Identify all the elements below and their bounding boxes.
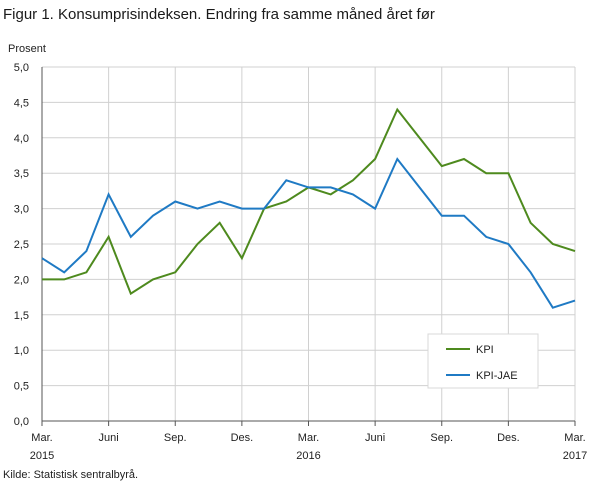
legend-label-kpi-jae: KPI-JAE <box>476 370 518 382</box>
data-point-kpi-jae <box>41 257 44 260</box>
data-point-kpi-jae <box>329 186 332 189</box>
source-note: Kilde: Statistisk sentralbyrå. <box>3 469 139 481</box>
chart-title: Figur 1. Konsumprisindeksen. Endring fra… <box>3 6 435 23</box>
data-point-kpi-jae <box>263 207 266 210</box>
y-tick-label: 3,5 <box>14 168 29 180</box>
y-tick-label: 0,5 <box>14 381 29 393</box>
data-point-kpi <box>152 278 155 281</box>
data-point-kpi-jae <box>529 271 532 274</box>
data-point-kpi-jae <box>307 186 310 189</box>
data-point-kpi-jae <box>85 250 88 253</box>
data-point-kpi-jae <box>440 214 443 217</box>
data-point-kpi <box>374 158 377 161</box>
data-point-kpi <box>440 165 443 168</box>
x-tick-label: Des. <box>497 432 520 444</box>
x-tick-label: Mar. <box>31 432 52 444</box>
y-tick-label: 3,0 <box>14 204 29 216</box>
y-tick-label: 4,0 <box>14 133 29 145</box>
series-line-kpi-jae <box>41 157 576 309</box>
data-point-kpi-jae <box>374 207 377 210</box>
data-point-kpi <box>396 108 399 111</box>
data-point-kpi <box>85 271 88 274</box>
data-point-kpi-jae <box>240 207 243 210</box>
y-tick-label: 0,0 <box>14 416 29 428</box>
x-tick-label: Juni <box>99 432 119 444</box>
y-tick-label: 1,0 <box>14 345 29 357</box>
axis-layer: Prosent 0,0 0,5 1,0 1,5 2,0 2,5 3,0 3,5 4,0 4,5 5,0… <box>8 43 587 462</box>
x-tick-year-label: 2016 <box>296 450 320 462</box>
data-point-kpi <box>462 158 465 161</box>
data-point-kpi <box>63 278 66 281</box>
y-tick-label: 1,5 <box>14 310 29 322</box>
data-point-kpi-jae <box>63 271 66 274</box>
data-point-kpi <box>351 179 354 182</box>
data-point-kpi-jae <box>351 193 354 196</box>
legend: KPI KPI-JAE <box>427 333 539 389</box>
data-point-kpi <box>329 193 332 196</box>
data-point-kpi <box>551 243 554 246</box>
x-tick-year-label: 2015 <box>30 450 54 462</box>
data-point-kpi <box>285 200 288 203</box>
data-point-kpi-jae <box>174 200 177 203</box>
data-point-kpi-jae <box>507 243 510 246</box>
x-tick-label: Des. <box>231 432 254 444</box>
data-point-kpi-jae <box>485 235 488 238</box>
data-point-kpi <box>107 235 110 238</box>
data-point-kpi <box>507 172 510 175</box>
x-tick-label: Mar. <box>564 432 585 444</box>
x-tick-label: Sep. <box>430 432 453 444</box>
data-point-kpi <box>240 257 243 260</box>
legend-label-kpi: KPI <box>476 344 494 356</box>
y-tick-label: 4,5 <box>14 97 29 109</box>
y-axis-label: Prosent <box>8 43 46 55</box>
legend-box <box>427 333 539 389</box>
data-point-kpi <box>529 221 532 224</box>
data-point-kpi <box>574 250 577 253</box>
data-point-kpi-jae <box>129 235 132 238</box>
data-point-kpi <box>418 136 421 139</box>
data-point-kpi <box>129 292 132 295</box>
y-tick-label: 2,0 <box>14 274 29 286</box>
data-point-kpi <box>218 221 221 224</box>
data-point-kpi-jae <box>462 214 465 217</box>
series-layer <box>41 107 577 309</box>
data-point-kpi <box>41 278 44 281</box>
x-tick-label: Sep. <box>164 432 187 444</box>
x-tick-label: Mar. <box>298 432 319 444</box>
data-point-kpi-jae <box>285 179 288 182</box>
data-point-kpi <box>174 271 177 274</box>
data-point-kpi-jae <box>152 214 155 217</box>
data-point-kpi-jae <box>418 186 421 189</box>
data-point-kpi <box>485 172 488 175</box>
data-point-kpi <box>196 243 199 246</box>
data-point-kpi-jae <box>551 306 554 309</box>
y-tick-label: 5,0 <box>14 62 29 74</box>
y-tick-label: 2,5 <box>14 239 29 251</box>
data-point-kpi-jae <box>218 200 221 203</box>
data-point-kpi-jae <box>196 207 199 210</box>
data-point-kpi-jae <box>574 299 577 302</box>
x-tick-label: Juni <box>365 432 385 444</box>
data-point-kpi-jae <box>107 193 110 196</box>
data-point-kpi-jae <box>396 158 399 161</box>
x-tick-year-label: 2017 <box>563 450 587 462</box>
